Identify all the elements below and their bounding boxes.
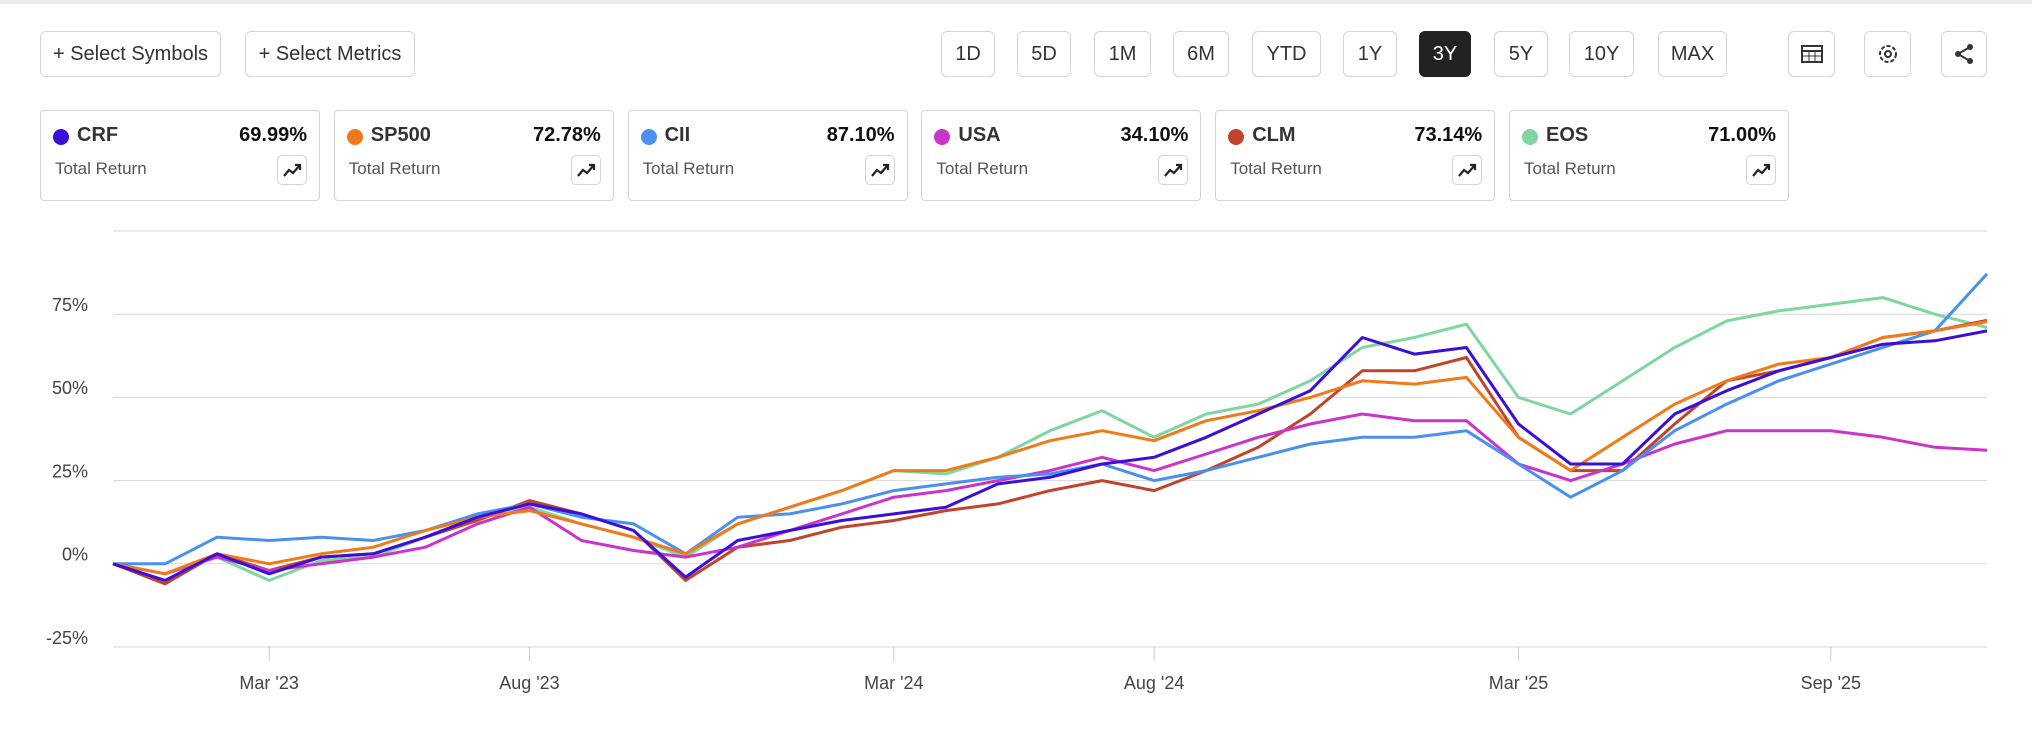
legend-name: SP500: [370, 124, 431, 146]
legend-name: USA: [958, 124, 1001, 146]
chart-icon: [864, 155, 895, 185]
period-button[interactable]: 3Y: [1419, 31, 1471, 77]
trend-icon: [1458, 163, 1477, 177]
chart-icon: [277, 155, 307, 185]
chart-icon: [570, 155, 601, 185]
table-button[interactable]: [1788, 31, 1835, 77]
symbol-card[interactable]: CLM 73.14% Total Return: [1215, 110, 1496, 201]
metric-label: Total Return: [936, 159, 1029, 178]
top-border: [0, 0, 2032, 4]
legend-dot: [53, 129, 69, 145]
period-button[interactable]: 10Y: [1569, 31, 1634, 77]
series-line: [112, 296, 1988, 582]
share-icon: [1955, 44, 1973, 64]
series-line: [112, 318, 1988, 586]
symbol-card[interactable]: EOS 71.00% Total Return: [1509, 110, 1789, 201]
select-button[interactable]: + Select Symbols: [40, 31, 221, 77]
y-tick-label: 25%: [52, 461, 88, 481]
table-icon: [1800, 45, 1823, 63]
total-return: 34.10%: [1120, 124, 1189, 146]
trend-icon: [283, 163, 302, 177]
settings-icon: [1878, 45, 1897, 63]
legend-dot: [640, 129, 657, 145]
series-line: [112, 320, 1988, 576]
trend-icon: [1752, 163, 1771, 177]
legend-dot: [1522, 129, 1538, 145]
symbol-card[interactable]: SP500 72.78% Total Return: [333, 110, 614, 201]
period-button[interactable]: MAX: [1658, 31, 1727, 77]
chart-icon: [1452, 155, 1483, 185]
select-button[interactable]: + Select Metrics: [245, 31, 415, 77]
trend-icon: [1164, 163, 1183, 177]
period-button[interactable]: YTD: [1252, 31, 1321, 77]
trend-icon: [576, 163, 595, 177]
chart-icon: [1158, 155, 1189, 185]
symbol-card[interactable]: CII 87.10% Total Return: [627, 110, 908, 201]
x-tick-label: Sep '25: [1801, 673, 1862, 693]
total-return: 73.14%: [1414, 124, 1483, 146]
settings-button[interactable]: [1864, 31, 1911, 77]
total-return: 72.78%: [532, 124, 601, 146]
period-button[interactable]: 1Y: [1343, 31, 1397, 77]
series-line: [112, 412, 1988, 576]
legend-dot: [934, 129, 951, 145]
period-button[interactable]: 5D: [1017, 31, 1071, 77]
metric-label: Total Return: [642, 159, 735, 178]
x-tick-label: Mar '23: [239, 673, 298, 693]
y-tick-label: -25%: [46, 628, 88, 648]
legend-name: EOS: [1546, 124, 1589, 146]
metric-label: Total Return: [1524, 159, 1616, 178]
period-button[interactable]: 1D: [941, 31, 995, 77]
legend-dot: [346, 129, 363, 145]
y-tick-label: 50%: [52, 378, 88, 398]
symbol-card[interactable]: CRF 69.99% Total Return: [40, 110, 320, 201]
y-tick-label: 75%: [52, 295, 88, 315]
series-line: [112, 329, 1988, 582]
legend-name: CLM: [1252, 124, 1296, 146]
period-button[interactable]: 5Y: [1494, 31, 1548, 77]
symbol-card[interactable]: USA 34.10% Total Return: [921, 110, 1202, 201]
legend-name: CRF: [77, 124, 119, 146]
x-tick-label: Aug '24: [1124, 673, 1185, 693]
total-return: 71.00%: [1708, 124, 1776, 146]
x-tick-label: Aug '23: [499, 673, 560, 693]
total-return: 69.99%: [239, 124, 307, 146]
metric-label: Total Return: [348, 159, 441, 178]
total-return: 87.10%: [826, 124, 895, 146]
metric-label: Total Return: [1230, 159, 1322, 178]
period-button[interactable]: 6M: [1173, 31, 1229, 77]
legend-dot: [1228, 129, 1245, 145]
series-line: [113, 272, 1989, 566]
trend-icon: [870, 163, 889, 177]
x-tick-label: Mar '25: [1489, 673, 1548, 693]
metric-label: Total Return: [55, 159, 147, 178]
share-button[interactable]: [1941, 31, 1987, 77]
y-tick-label: 0%: [62, 545, 88, 565]
period-button[interactable]: 1M: [1094, 31, 1151, 77]
chart-icon: [1746, 155, 1776, 185]
x-tick-label: Mar '24: [864, 673, 923, 693]
legend-name: CII: [664, 124, 691, 146]
